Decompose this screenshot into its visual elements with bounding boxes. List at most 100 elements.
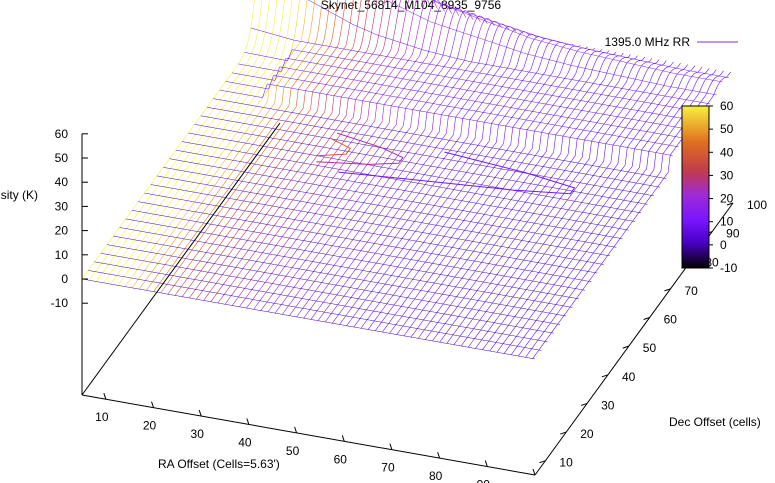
- surface-line: [467, 60, 667, 348]
- surface-line: [144, 192, 598, 274]
- surface-line: [267, 7, 467, 312]
- axis-line: [81, 394, 536, 476]
- x-axis-label: RA Offset (Cells=5.63'): [158, 457, 280, 471]
- x-tick-label: 30: [191, 427, 205, 441]
- surface-line: [431, 0, 723, 83]
- surface-line: [289, 15, 488, 316]
- surface-line: [274, 10, 474, 314]
- z-tick-label: 40: [55, 175, 69, 189]
- z-tick-label: 0: [61, 272, 68, 286]
- z-axis-label: Intensity (K): [0, 188, 38, 202]
- surface-line: [103, 0, 278, 283]
- surface-line: [81, 0, 255, 280]
- surface-line: [106, 244, 561, 325]
- contour-line: [338, 151, 576, 195]
- contour-line: [316, 132, 404, 165]
- contour-line: [318, 137, 352, 157]
- surface-line: [231, 0, 431, 306]
- y-tick: [580, 402, 588, 406]
- surface-line: [403, 49, 603, 336]
- y-tick-label: 90: [726, 227, 740, 241]
- surface-line: [225, 75, 679, 148]
- x-tick-label: 20: [143, 419, 157, 433]
- z-tick-label: -10: [51, 296, 69, 310]
- surface-line: [138, 201, 592, 282]
- surface-line: [389, 46, 588, 334]
- surface-line: [238, 57, 692, 130]
- surface-line: [167, 0, 346, 295]
- y-tick-label: 60: [664, 313, 678, 327]
- axis-line: [81, 122, 281, 396]
- colorbar-tick-label: 0: [720, 238, 727, 252]
- surface-line: [510, 68, 710, 355]
- surface-line: [339, 33, 538, 325]
- surface-line: [175, 149, 629, 231]
- x-tick-label: 70: [381, 461, 395, 475]
- surface-line: [410, 50, 610, 338]
- surface-line: [425, 52, 624, 340]
- surface-line: [396, 47, 595, 335]
- colorbar-tick-label: 60: [720, 99, 734, 113]
- surface-line: [138, 0, 315, 290]
- y-tick-label: 30: [601, 398, 615, 412]
- x-tick: [103, 393, 107, 400]
- x-tick: [341, 435, 345, 442]
- y-tick-label: 40: [622, 370, 636, 384]
- surface-line: [88, 270, 542, 351]
- surface-line: [181, 0, 362, 297]
- colorbar-tick-label: -10: [720, 261, 738, 275]
- surface-line: [460, 59, 660, 347]
- surface-line: [232, 66, 686, 139]
- y-tick-label: 20: [580, 427, 594, 441]
- surface-line: [200, 115, 654, 197]
- surface-line: [503, 66, 703, 354]
- surface-line: [153, 0, 331, 292]
- colorbar-tick-label: 40: [720, 145, 734, 159]
- surface-line: [482, 63, 681, 350]
- surface-line: [433, 0, 729, 78]
- surface-line: [150, 184, 604, 265]
- x-tick-label: 40: [238, 435, 252, 449]
- x-tick-label: 90: [477, 478, 491, 483]
- surface-line: [360, 40, 560, 329]
- surface-mesh: [81, 0, 731, 360]
- surface-line: [310, 23, 510, 320]
- y-tick-label: 10: [559, 456, 573, 470]
- colorbar-tick-label: 30: [720, 168, 734, 182]
- colorbar-tick-label: 50: [720, 122, 734, 136]
- surface-line: [210, 0, 393, 302]
- y-tick: [601, 374, 609, 378]
- y-tick: [622, 345, 629, 349]
- x-tick: [484, 460, 488, 467]
- surface-line: [385, 0, 717, 96]
- surface-line: [100, 252, 554, 334]
- colorbar-tick-label: 10: [720, 215, 734, 229]
- surface-line: [296, 18, 495, 318]
- surface-line: [213, 98, 667, 179]
- surface-line: [113, 235, 567, 317]
- surface-line: [174, 0, 354, 296]
- x-tick: [246, 418, 250, 425]
- surface-line: [496, 65, 696, 353]
- surface-line: [489, 64, 688, 352]
- y-axis-label: Dec Offset (cells): [669, 415, 761, 429]
- y-tick-label: 100: [747, 198, 767, 212]
- surface-line: [417, 51, 617, 339]
- surface-line: [203, 0, 386, 301]
- y-tick-label: 70: [684, 284, 698, 298]
- surface-line: [446, 56, 646, 344]
- y-tick: [560, 431, 567, 435]
- z-tick-label: 10: [55, 248, 69, 262]
- surface-line: [196, 0, 378, 300]
- y-tick: [643, 317, 650, 321]
- surface-line: [189, 0, 370, 299]
- colorbar-tick-label: 20: [720, 192, 734, 206]
- z-tick-label: 50: [55, 151, 69, 165]
- surface-line: [439, 55, 638, 343]
- axes: 1020304050607080901001020304050607080901…: [51, 122, 767, 483]
- surface-line: [260, 4, 460, 311]
- x-tick: [294, 426, 298, 434]
- surface-line: [367, 41, 567, 330]
- surface-line: [119, 227, 573, 308]
